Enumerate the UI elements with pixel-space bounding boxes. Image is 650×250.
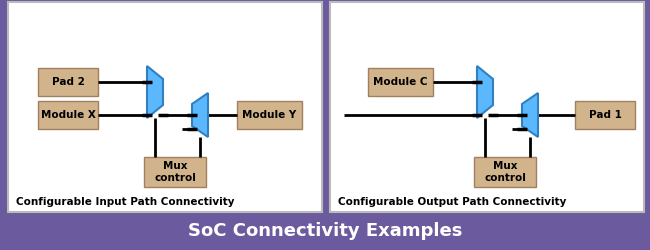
FancyBboxPatch shape (144, 157, 206, 187)
FancyBboxPatch shape (38, 68, 98, 96)
Text: SoC Connectivity Examples: SoC Connectivity Examples (188, 222, 462, 240)
Text: Configurable Output Path Connectivity: Configurable Output Path Connectivity (338, 197, 566, 207)
Polygon shape (477, 66, 493, 118)
Polygon shape (522, 93, 538, 137)
FancyBboxPatch shape (575, 101, 635, 129)
FancyBboxPatch shape (368, 68, 433, 96)
FancyBboxPatch shape (237, 101, 302, 129)
Polygon shape (192, 93, 208, 137)
Text: Pad 1: Pad 1 (588, 110, 621, 120)
Text: Mux
control: Mux control (154, 161, 196, 183)
FancyBboxPatch shape (330, 2, 644, 212)
Polygon shape (147, 66, 163, 118)
Text: Mux
control: Mux control (484, 161, 526, 183)
Text: Module C: Module C (373, 77, 428, 87)
Text: Pad 2: Pad 2 (51, 77, 84, 87)
FancyBboxPatch shape (8, 2, 322, 212)
FancyBboxPatch shape (38, 101, 98, 129)
FancyBboxPatch shape (474, 157, 536, 187)
Text: Configurable Input Path Connectivity: Configurable Input Path Connectivity (16, 197, 235, 207)
Text: Module X: Module X (40, 110, 96, 120)
Text: Module Y: Module Y (242, 110, 296, 120)
